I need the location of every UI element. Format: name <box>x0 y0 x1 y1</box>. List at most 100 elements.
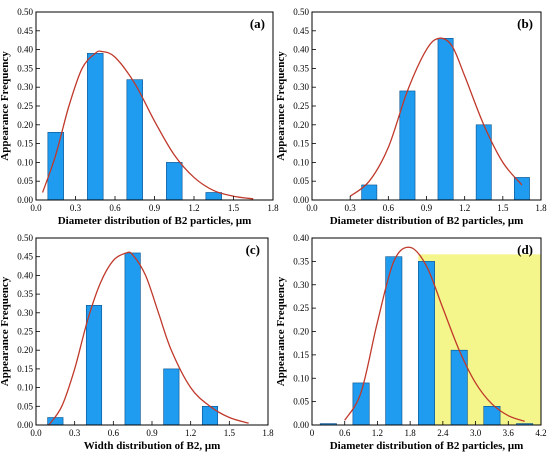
y-axis-label: Appearance Frequency <box>275 276 287 386</box>
y-tick-label: 0.00 <box>293 195 309 205</box>
y-tick-label: 0.45 <box>293 26 309 36</box>
y-tick-label: 0.25 <box>17 327 33 337</box>
x-tick-label: 0.3 <box>345 203 357 213</box>
x-tick-label: 2.4 <box>437 428 449 438</box>
y-tick-label: 0.40 <box>293 233 309 243</box>
y-tick-label: 0.25 <box>17 101 33 111</box>
y-tick-label: 0.35 <box>293 256 309 266</box>
x-tick-label: 0 <box>310 428 315 438</box>
x-tick-label: 0.9 <box>421 203 433 213</box>
plot-frame <box>35 11 274 201</box>
panel-4: 0.00 0.05 0.10 0.15 0.20 0.25 0.30 0.35 0.40 0 0.6… <box>275 233 547 452</box>
y-tick-label: 0.20 <box>17 120 33 130</box>
y-tick-label: 0.05 <box>293 397 309 407</box>
x-tick-label: 1.2 <box>372 428 383 438</box>
y-tick-label: 0.15 <box>17 364 33 374</box>
fit-curve <box>344 246 525 422</box>
fit-curve <box>48 251 249 426</box>
y-tick-label: 0.15 <box>293 350 309 360</box>
highlight-region <box>418 254 541 425</box>
bar-5 <box>205 192 222 201</box>
y-tick-label: 0.05 <box>17 176 33 186</box>
y-tick-label: 0.10 <box>293 373 309 383</box>
x-tick-label: 4.2 <box>535 428 546 438</box>
x-tick-label: 1.5 <box>224 428 236 438</box>
bar-5 <box>201 405 219 426</box>
x-tick-label: 1.2 <box>188 203 199 213</box>
y-axis-label: Appearance Frequency <box>275 51 287 161</box>
x-tick-label: 3.6 <box>503 428 515 438</box>
x-tick-label: 0.0 <box>306 203 318 213</box>
y-tick-label: 0.35 <box>17 289 33 299</box>
y-tick-label: 0.40 <box>17 270 33 280</box>
y-tick-label: 0.10 <box>17 383 33 393</box>
x-tick-label: 1.2 <box>185 428 196 438</box>
panel-label: (d) <box>517 242 533 257</box>
y-tick-label: 0.50 <box>17 233 33 243</box>
x-tick-label: 0.3 <box>70 203 82 213</box>
y-tick-label: 0.15 <box>17 139 33 149</box>
bar-5 <box>513 177 530 201</box>
x-tick-label: 0.0 <box>30 428 42 438</box>
y-tick-label: 0.35 <box>293 63 309 73</box>
y-tick-label: 0.30 <box>293 82 309 92</box>
y-tick-label: 0.40 <box>17 45 33 55</box>
panel-3: 0.00 0.05 0.10 0.15 0.20 0.25 0.30 0.35 0.40 0.45… <box>0 233 274 452</box>
x-tick-label: 3.0 <box>470 428 482 438</box>
y-tick-label: 0.05 <box>17 401 33 411</box>
x-tick-label: 0.6 <box>109 203 121 213</box>
x-axis-label: Diameter distribution of B2 particles, μ… <box>330 215 524 227</box>
panel-label: (c) <box>246 242 260 257</box>
y-tick-label: 0.00 <box>17 420 33 430</box>
y-tick-label: 0.30 <box>17 308 33 318</box>
bar-4 <box>166 162 183 201</box>
x-tick-label: 1.5 <box>228 203 240 213</box>
x-tick-label: 1.8 <box>262 428 274 438</box>
panel-2: 0.00 0.05 0.10 0.15 0.20 0.25 0.30 0.35 0.40 0.45… <box>275 7 547 227</box>
x-tick-label: 0.6 <box>383 203 395 213</box>
y-tick-label: 0.35 <box>17 63 33 73</box>
x-axis-label: Diameter distribution of B2 particles, μ… <box>58 215 252 227</box>
plot-frame <box>35 237 269 426</box>
bar-2 <box>85 305 103 426</box>
x-tick-label: 0.0 <box>30 203 42 213</box>
y-tick-label: 0.45 <box>17 252 33 262</box>
y-tick-label: 0.50 <box>293 7 309 17</box>
y-axis-label: Appearance Frequency <box>0 276 11 386</box>
bar-3 <box>124 252 141 426</box>
y-tick-label: 0.20 <box>293 327 309 337</box>
x-tick-label: 1.2 <box>459 203 470 213</box>
bar-3 <box>385 256 403 426</box>
y-axis-label: Appearance Frequency <box>0 51 11 161</box>
panel-label: (b) <box>517 16 533 31</box>
y-tick-label: 0.15 <box>293 139 309 149</box>
y-tick-label: 0.40 <box>293 45 309 55</box>
x-tick-label: 0.6 <box>108 428 120 438</box>
y-tick-label: 0.50 <box>17 7 33 17</box>
y-tick-label: 0.00 <box>293 420 309 430</box>
x-tick-label: 0.6 <box>339 428 351 438</box>
y-tick-label: 0.30 <box>17 82 33 92</box>
bar-4 <box>163 368 180 426</box>
y-tick-label: 0.25 <box>293 101 309 111</box>
y-tick-label: 0.25 <box>293 303 309 313</box>
x-tick-label: 1.8 <box>267 203 279 213</box>
bar-2 <box>87 53 104 201</box>
fit-curve <box>349 37 523 197</box>
y-tick-label: 0.00 <box>17 195 33 205</box>
plot-frame <box>311 11 542 201</box>
y-tick-label: 0.10 <box>293 157 309 167</box>
y-tick-label: 0.20 <box>293 120 309 130</box>
x-tick-label: 0.9 <box>146 428 158 438</box>
y-tick-label: 0.20 <box>17 345 33 355</box>
bar-4 <box>418 261 435 426</box>
y-tick-label: 0.30 <box>293 280 309 290</box>
bar-3 <box>437 38 454 201</box>
x-axis-label: Diameter distribution of B2 particles, μ… <box>330 440 524 452</box>
y-tick-label: 0.05 <box>293 176 309 186</box>
x-axis-label: Width distribution of B2, μm <box>84 440 221 452</box>
x-tick-label: 1.8 <box>405 428 417 438</box>
x-tick-label: 0.9 <box>149 203 161 213</box>
x-tick-label: 0.3 <box>69 428 81 438</box>
